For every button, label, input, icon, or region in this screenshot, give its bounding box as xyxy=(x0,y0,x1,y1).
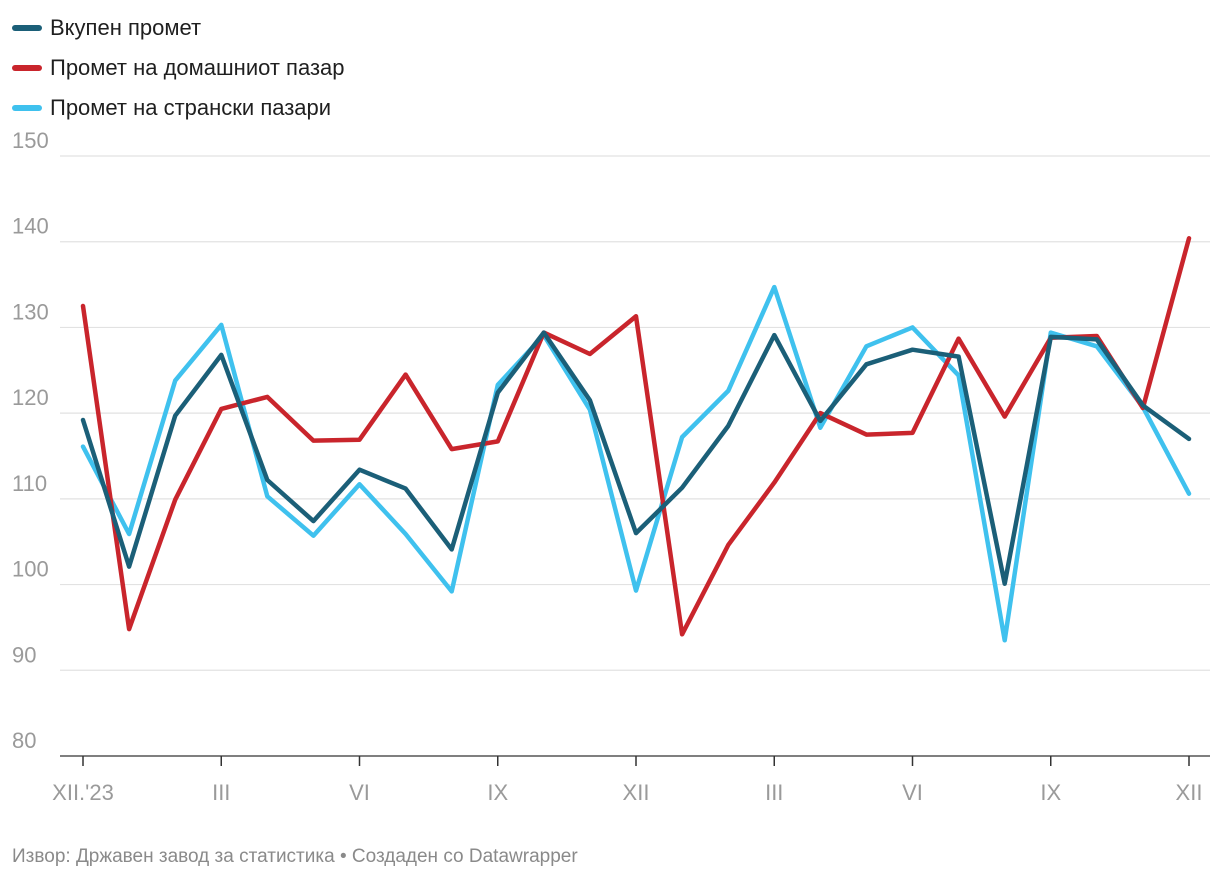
y-tick-label-140: 140 xyxy=(12,214,49,239)
x-tick-label: IX xyxy=(487,780,508,805)
legend-swatch-foreign xyxy=(12,105,42,111)
legend-label-foreign: Промет на странски пазари xyxy=(50,95,332,120)
series-line-domestic xyxy=(80,236,1192,637)
x-tick-label: XII xyxy=(623,780,650,805)
source-note: Извор: Државен завод за статистика • Соз… xyxy=(12,846,578,867)
y-tick-label-150: 150 xyxy=(12,128,49,153)
series-line-total xyxy=(80,330,1192,586)
legend-item-total: Вкупен промет xyxy=(12,8,345,48)
x-tick-label: VI xyxy=(349,780,370,805)
legend-label-total: Вкупен промет xyxy=(50,15,202,40)
y-tick-label-80: 80 xyxy=(12,728,36,753)
x-tick-label: III xyxy=(212,780,230,805)
series-lines xyxy=(80,236,1192,643)
x-tick-label: XII xyxy=(1176,780,1203,805)
y-axis-labels: 80 90 100 110 120 130 140 150 xyxy=(12,128,49,753)
x-tick-label: III xyxy=(765,780,783,805)
x-tick-label: VI xyxy=(902,780,923,805)
legend-swatch-domestic xyxy=(12,65,42,71)
y-tick-label-130: 130 xyxy=(12,299,49,324)
y-tick-label-90: 90 xyxy=(12,642,36,667)
legend-item-foreign: Промет на странски пазари xyxy=(12,88,345,128)
series-line-foreign xyxy=(80,284,1192,643)
gridlines xyxy=(60,155,1210,757)
x-axis: XII.'23 III VI IX XII III VI IX XII xyxy=(52,756,1202,805)
y-tick-label-110: 110 xyxy=(12,471,47,496)
legend-item-domestic: Промет на домашниот пазар xyxy=(12,48,345,88)
legend-label-domestic: Промет на домашниот пазар xyxy=(50,55,345,80)
chart-legend: Вкупен промет Промет на домашниот пазар … xyxy=(12,8,345,128)
legend-swatch-total xyxy=(12,25,42,31)
x-tick-label: IX xyxy=(1040,780,1061,805)
x-tick-label: XII.'23 xyxy=(52,780,114,805)
y-tick-label-120: 120 xyxy=(12,385,49,410)
y-tick-label-100: 100 xyxy=(12,557,49,582)
